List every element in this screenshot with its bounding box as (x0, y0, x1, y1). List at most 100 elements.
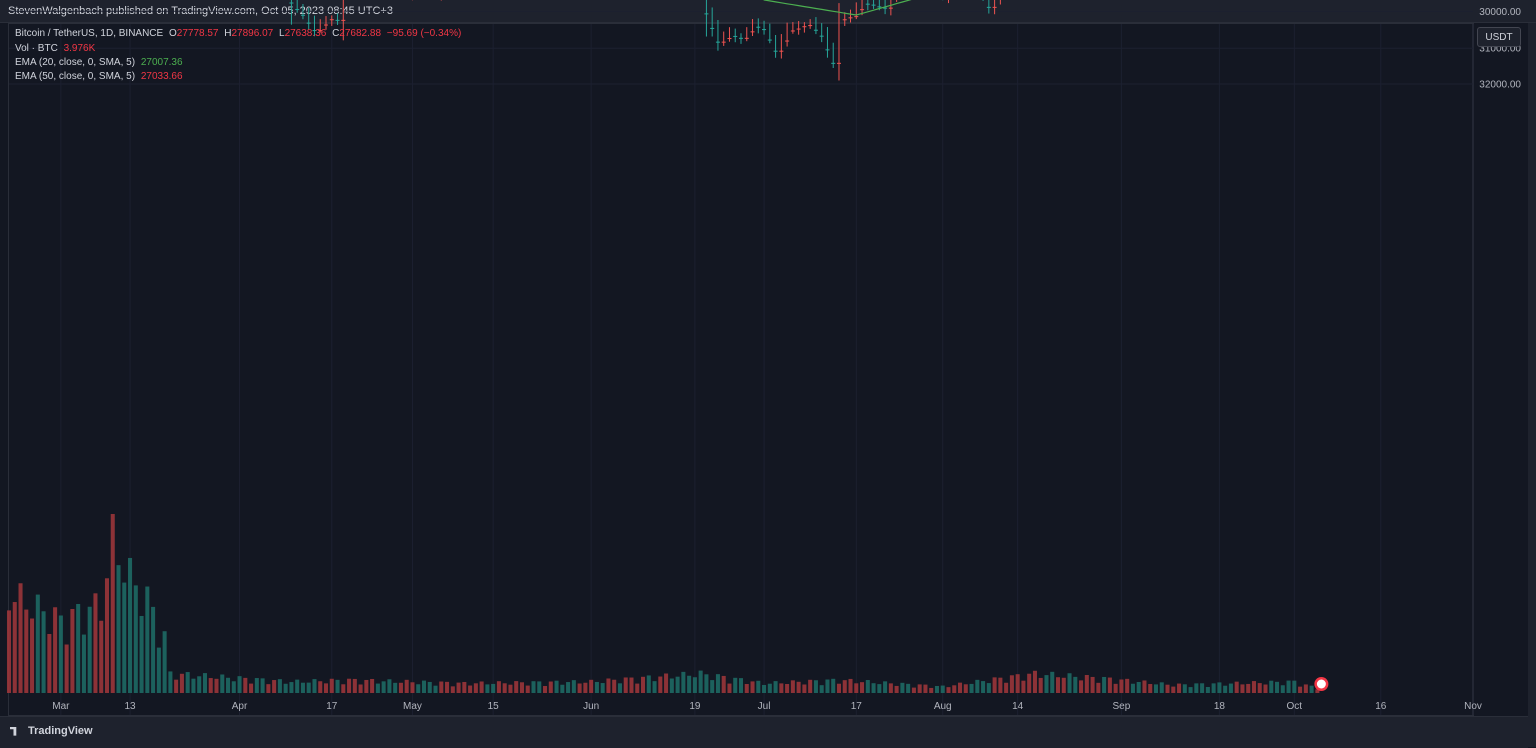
volume-bar (243, 677, 248, 693)
volume-bar (1004, 682, 1009, 693)
volume-bar (629, 677, 634, 693)
chart-pane[interactable] (8, 23, 1473, 716)
volume-bar (456, 682, 461, 693)
volume-bar (900, 682, 905, 693)
volume-bar (998, 677, 1003, 693)
volume-bar (1067, 673, 1072, 693)
price-tick-label: 31000.00 (1479, 44, 1521, 55)
volume-bar (421, 680, 427, 693)
candle-body (762, 29, 767, 31)
volume-bar (612, 679, 617, 693)
right-strip (1528, 23, 1536, 747)
volume-bar (831, 678, 836, 693)
volume-bar (128, 557, 133, 693)
volume-bar (560, 684, 565, 693)
candle-body (710, 27, 715, 29)
volume-bar (145, 586, 150, 693)
volume-bar (370, 678, 375, 693)
volume-bar (646, 675, 651, 693)
volume-bar (617, 683, 622, 693)
time-tick-label: 16 (1375, 701, 1387, 712)
volume-bar (860, 682, 865, 693)
volume-bar (1165, 684, 1170, 693)
volume-bar (848, 678, 853, 693)
volume-bar (260, 678, 265, 693)
volume-bar (18, 583, 23, 693)
volume-bar (1303, 684, 1308, 693)
volume-bar (669, 678, 674, 693)
candle-body (721, 41, 726, 43)
volume-bar (214, 678, 219, 693)
volume-bar (133, 585, 138, 693)
volume-bar (813, 680, 818, 693)
volume-bar (1228, 683, 1233, 693)
grid-lines (9, 10, 1474, 715)
volume-bar (940, 685, 945, 693)
volume-bar (53, 607, 58, 693)
candle-body (318, 30, 323, 32)
volume-bar (1211, 683, 1216, 693)
volume-bar (1177, 683, 1182, 693)
volume-bar (756, 680, 761, 693)
volume-bar (208, 678, 213, 693)
volume-bar (1269, 680, 1274, 693)
volume-bar (24, 609, 29, 693)
candle-body (808, 25, 813, 27)
volume-bar (934, 685, 939, 693)
volume-bar (583, 682, 588, 693)
volume-bar (1038, 677, 1043, 693)
time-tick-label: 15 (488, 701, 500, 712)
volume-bar (802, 684, 807, 693)
volume-bar (698, 670, 703, 693)
candle-body (842, 19, 847, 21)
volume-bar (635, 683, 640, 693)
volume-bar (1292, 680, 1297, 693)
volume-bar (1182, 684, 1187, 693)
volume-bar (1130, 683, 1135, 693)
volume-bar (162, 631, 167, 693)
candle-body (785, 40, 790, 42)
volume-bar (779, 683, 784, 693)
legend-ema50-value: 27033.66 (140, 71, 183, 82)
time-tick-label: 18 (1214, 701, 1226, 712)
volume-bar (237, 676, 242, 693)
volume-bar (589, 679, 594, 693)
volume-bar (427, 681, 432, 693)
volume-bar (750, 681, 755, 693)
volume-bar (877, 684, 882, 693)
volume-bar (174, 679, 179, 693)
legend-low-label: L (279, 28, 285, 39)
candle-body (773, 50, 778, 52)
volume-bar (1142, 680, 1147, 693)
candle-body (335, 19, 340, 21)
volume-bar (738, 678, 744, 693)
volume-bar (969, 683, 974, 693)
volume-bar (715, 674, 720, 693)
volume-bar (277, 679, 282, 693)
volume-bar (249, 683, 254, 693)
ema20-line (763, 0, 912, 16)
candle-body (831, 62, 836, 64)
volume-bar (692, 677, 697, 693)
time-tick-label: Sep (1113, 701, 1131, 712)
volume-bar (606, 678, 611, 693)
volume-bar (1257, 683, 1262, 693)
volume-bar (58, 615, 63, 693)
volume-bar (485, 684, 490, 693)
legend-symbol-row: Bitcoin / TetherUS, 1D, BINANCE O27778.5… (15, 28, 461, 39)
volume-bar (433, 685, 438, 693)
volume-bar (710, 680, 715, 693)
volume-bar (99, 620, 104, 693)
volume-bar (231, 681, 236, 693)
currency-button[interactable]: USDT (1477, 27, 1521, 47)
candle-body (865, 3, 870, 5)
legend-high-label: H (224, 28, 232, 39)
volume-bar (773, 681, 778, 693)
time-tick-label: Aug (934, 701, 952, 712)
volume-bar (93, 593, 98, 693)
candle-body (888, 7, 893, 9)
volume-bar (1073, 676, 1078, 693)
volume-bar (721, 675, 726, 693)
volume-bar (364, 679, 369, 693)
